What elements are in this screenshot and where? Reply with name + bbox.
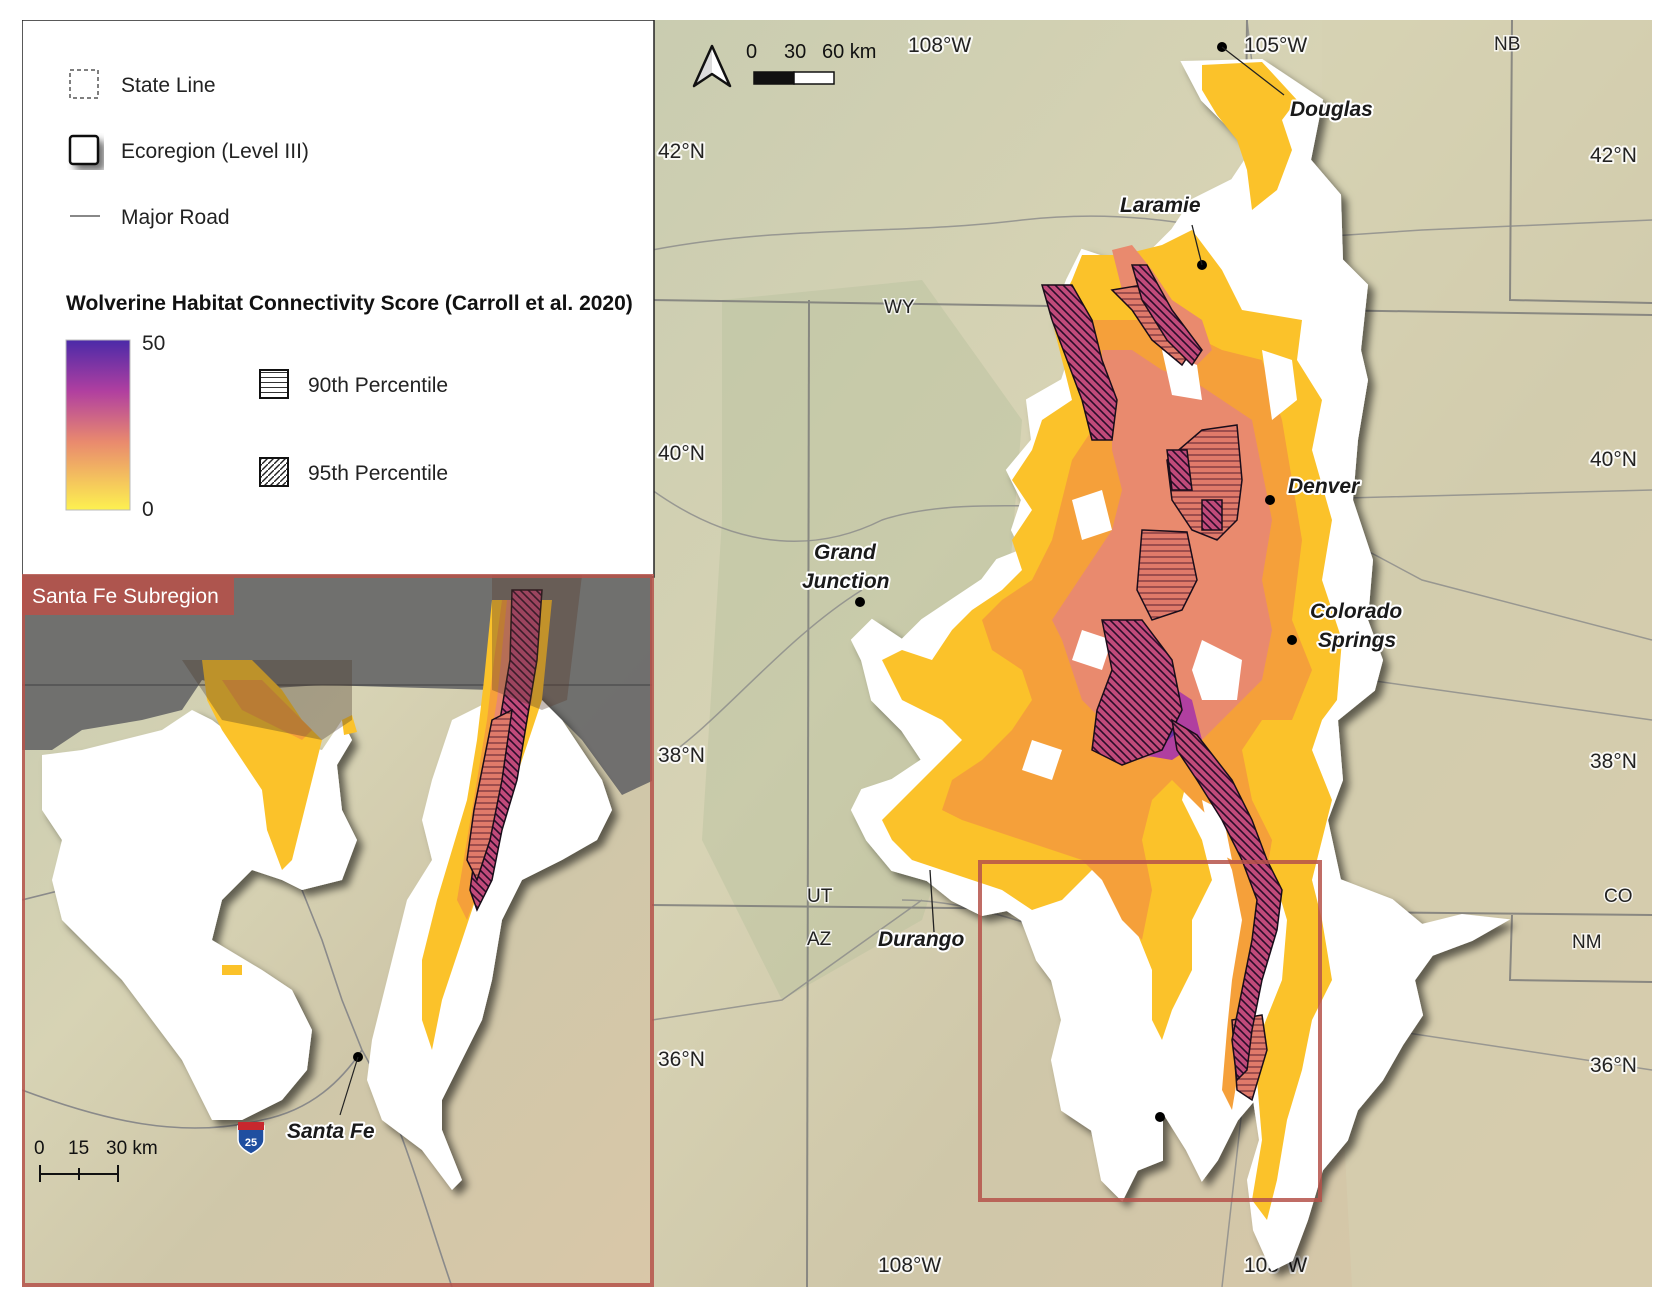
legend-p95-label: 95th Percentile bbox=[308, 462, 448, 485]
legend-ecoregion-label: Ecoregion (Level III) bbox=[121, 140, 309, 163]
main-map[interactable]: 108°W 105°W 108°W 105°W 42°N 40°N 38°N 3… bbox=[652, 20, 1652, 1287]
lat-label-left-36: 36°N bbox=[658, 1048, 705, 1071]
lon-label-105-top: 105°W bbox=[1244, 34, 1307, 57]
legend-p90-label: 90th Percentile bbox=[308, 374, 448, 397]
lat-label-left-42: 42°N bbox=[658, 140, 705, 163]
city-label-santa-fe: Santa Fe bbox=[287, 1120, 375, 1143]
lat-label-right-36: 36°N bbox=[1590, 1054, 1637, 1077]
city-label-denver: Denver bbox=[1288, 475, 1361, 498]
legend-score-max: 50 bbox=[142, 332, 165, 355]
svg-text:15: 15 bbox=[68, 1138, 89, 1159]
inset-scale-bar: 0 15 30 km bbox=[34, 1138, 158, 1182]
legend-p90-swatch bbox=[259, 369, 289, 399]
city-label-douglas: Douglas bbox=[1290, 98, 1373, 121]
legend-score-ramp bbox=[65, 339, 131, 511]
colorado-springs-marker[interactable] bbox=[1287, 635, 1297, 645]
city-label-colorado: Colorado bbox=[1310, 600, 1402, 623]
lat-label-left-38: 38°N bbox=[658, 744, 705, 767]
inset-title: Santa Fe Subregion bbox=[32, 585, 219, 608]
state-label-co: CO bbox=[1604, 886, 1633, 907]
city-leader-lines bbox=[929, 46, 1285, 933]
svg-text:30 km: 30 km bbox=[106, 1138, 158, 1159]
santa-fe-main-marker[interactable] bbox=[1155, 1112, 1165, 1122]
grand-junction-marker[interactable] bbox=[855, 597, 865, 607]
inset-ecoregion-right[interactable] bbox=[367, 690, 612, 1190]
interstate-shield-icon: 25 bbox=[237, 1122, 265, 1155]
city-label-laramie: Laramie bbox=[1120, 194, 1201, 217]
denver-marker[interactable] bbox=[1265, 495, 1275, 505]
inset-frame bbox=[22, 574, 654, 1287]
map-figure: 108°W 105°W 108°W 105°W 42°N 40°N 38°N 3… bbox=[22, 20, 1652, 1287]
lon-label-108-top: 108°W bbox=[908, 34, 971, 57]
inset-title-box bbox=[22, 577, 234, 615]
state-label-wy: WY bbox=[884, 297, 915, 318]
lat-label-right-40: 40°N bbox=[1590, 448, 1637, 471]
north-arrow-icon bbox=[692, 44, 732, 88]
city-label-grand: Grand bbox=[814, 541, 877, 564]
state-label-ut: UT bbox=[807, 886, 833, 907]
lon-label-108-bottom: 108°W bbox=[878, 1254, 941, 1277]
legend-ecoregion-swatch bbox=[68, 134, 100, 166]
legend-panel: State Line Ecoregion (Level III) Major R… bbox=[22, 20, 655, 578]
lat-label-right-38: 38°N bbox=[1590, 750, 1637, 773]
svg-text:25: 25 bbox=[245, 1137, 257, 1149]
city-label-springs: Springs bbox=[1318, 629, 1396, 652]
city-label-durango: Durango bbox=[878, 928, 965, 951]
inset-percentile-zones bbox=[466, 589, 543, 912]
state-label-nm: NM bbox=[1572, 932, 1602, 953]
svg-text:30: 30 bbox=[784, 41, 806, 63]
state-label-az: AZ bbox=[807, 929, 832, 950]
svg-text:0: 0 bbox=[746, 41, 757, 63]
percentile-95-zones bbox=[1041, 264, 1283, 1082]
legend-p95-swatch bbox=[259, 457, 289, 487]
main-scale-bar: 0 30 60 km bbox=[746, 41, 876, 85]
legend-state-line-label: State Line bbox=[121, 74, 216, 97]
legend-state-line-swatch bbox=[69, 69, 99, 99]
inset-map[interactable]: Santa Fe 25 0 15 30 km Santa Fe Subregio… bbox=[22, 575, 654, 1287]
legend-score-title: Wolverine Habitat Connectivity Score (Ca… bbox=[66, 292, 633, 315]
city-label-junction: Junction bbox=[802, 570, 890, 593]
lat-label-left-40: 40°N bbox=[658, 442, 705, 465]
svg-text:60 km: 60 km bbox=[822, 41, 876, 63]
state-label-nb: NB bbox=[1494, 34, 1520, 55]
legend-score-min: 0 bbox=[142, 498, 154, 521]
svg-text:0: 0 bbox=[34, 1138, 45, 1159]
lat-label-right-42: 42°N bbox=[1590, 144, 1637, 167]
inset-extent-box[interactable] bbox=[978, 860, 1322, 1202]
legend-road-label: Major Road bbox=[121, 206, 230, 229]
